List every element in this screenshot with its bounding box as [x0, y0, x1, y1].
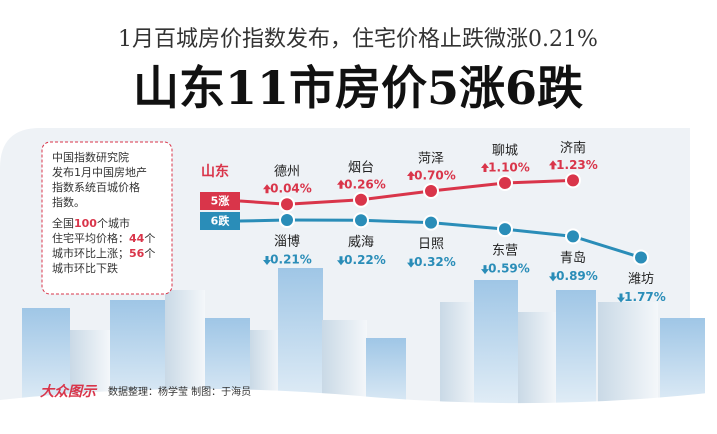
trend-arrow [263, 256, 271, 266]
note-text: 城市环比下跌 [52, 261, 118, 275]
city-name: 菏泽 [418, 152, 444, 167]
value-label: 0.59% [488, 262, 530, 276]
note-text: 个城市 [97, 216, 130, 230]
note-line: 全国100个城市 [52, 216, 130, 230]
note-text: 全国 [52, 216, 74, 230]
city-name: 淄博 [274, 235, 300, 250]
note-line: 发布1月中国房地产 [52, 165, 147, 179]
note-number: 56 [129, 247, 145, 260]
subtitle: 1月百城房价指数发布，住宅价格止跌微涨0.21% [118, 27, 598, 52]
value-label: 1.10% [488, 161, 530, 175]
point [497, 175, 513, 191]
region-label: 山东 [201, 163, 229, 180]
value-label: 0.22% [344, 253, 386, 267]
note-text: 个 [144, 232, 155, 245]
value-label: 0.70% [414, 169, 456, 183]
point [279, 196, 295, 213]
trend-arrow [407, 258, 415, 268]
city-name: 东营 [492, 244, 518, 259]
series-label-box [200, 212, 240, 230]
value-label: 1.23% [556, 158, 598, 172]
note-line: 指数。 [52, 195, 85, 209]
note-text: 住宅平均价格： [52, 231, 129, 245]
point [497, 221, 513, 238]
note-line: 指数系统百城价格 [52, 180, 140, 194]
note-text: 个 [144, 247, 155, 260]
point [633, 249, 649, 266]
trend-arrow [549, 160, 557, 170]
point [423, 214, 439, 231]
note-number: 100 [74, 217, 97, 230]
credits: 数据整理：杨学莹 制图：于海员 [108, 385, 251, 398]
trend-arrow [481, 265, 489, 275]
legend-label: 6跌 [211, 214, 231, 228]
note-number: 44 [129, 232, 145, 245]
note-text: 城市环比上涨； [52, 246, 129, 260]
value-label: 0.89% [556, 269, 598, 283]
trend-arrow [337, 256, 345, 266]
city-name: 济南 [560, 140, 586, 156]
city-name: 青岛 [560, 250, 586, 266]
legend-label: 5涨 [211, 194, 230, 208]
city-name: 聊城 [492, 144, 518, 159]
note-line: 城市环比下跌 [52, 261, 118, 275]
point [353, 212, 369, 229]
title: 山东11市房价5涨6跌 [133, 61, 583, 115]
trend-arrow [337, 179, 345, 189]
note: 中国指数研究院发布1月中国房地产指数系统百城价格指数。全国100个城市住宅平均价… [52, 150, 155, 275]
city-name: 日照 [418, 237, 444, 252]
point [565, 172, 581, 189]
point [423, 183, 439, 199]
trend-arrow [481, 163, 489, 172]
point [565, 228, 581, 245]
note-line: 城市环比上涨；56个 [52, 246, 155, 260]
city-name: 潍坊 [628, 272, 654, 287]
point [279, 212, 295, 229]
trend-arrow [407, 171, 415, 180]
value-label: 0.21% [270, 253, 312, 267]
note-box [41, 141, 173, 295]
value-label: 0.26% [344, 177, 386, 191]
trend-arrow [549, 272, 557, 282]
value-label: 0.04% [270, 182, 312, 196]
city-name: 烟台 [348, 160, 374, 175]
series-label-box [200, 192, 240, 210]
value-label: 1.77% [624, 290, 666, 304]
note-line: 住宅平均价格：44个 [52, 231, 155, 245]
city-name: 威海 [348, 235, 374, 250]
plot: 5涨 德州 0.04% 烟台 0.26% 菏泽 0.70% 聊城 1.10% 济南 1.23% 6跌淄… [200, 140, 666, 304]
point [353, 191, 369, 208]
value-label: 0.32% [414, 255, 456, 269]
logo: 大众图示 [40, 383, 98, 400]
trend-arrow [617, 293, 625, 303]
trend-arrow [263, 184, 271, 194]
skyline [0, 268, 717, 430]
city-name: 德州 [274, 165, 300, 180]
series-line [286, 218, 642, 259]
note-line: 中国指数研究院 [52, 150, 129, 164]
